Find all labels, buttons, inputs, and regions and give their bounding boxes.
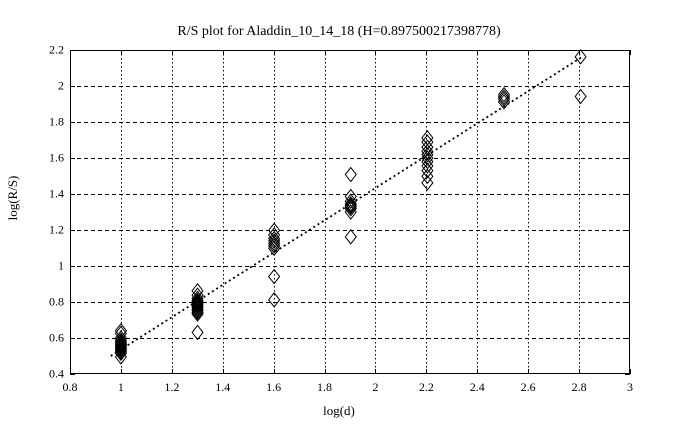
x-tick-label: 1.2	[164, 380, 180, 394]
y-tick-label: 1.2	[49, 222, 64, 237]
y-tick-label: 1	[58, 258, 64, 273]
y-tick-label: 0.4	[49, 366, 64, 381]
x-tick-label: 0.8	[62, 380, 78, 394]
x-tick-label: 1	[117, 380, 124, 394]
y-tick-label: 1.4	[49, 186, 64, 201]
y-tick-label: 0.8	[49, 294, 64, 309]
y-tick-label: 1.6	[49, 150, 64, 165]
y-tick-label: 2.2	[49, 42, 64, 57]
y-tick-label: 1.8	[49, 114, 64, 129]
y-axis-label: log(R/S)	[5, 175, 20, 221]
x-tick-label: 1.4	[215, 380, 231, 394]
x-tick-label: 2.6	[520, 380, 536, 394]
x-tick-label: 1.6	[266, 380, 282, 394]
x-tick-label: 1.8	[317, 380, 333, 394]
x-tick-label: 3	[627, 380, 633, 394]
plot-area	[70, 50, 630, 374]
x-axis-label: log(d)	[323, 403, 355, 418]
y-tick-label: 2	[58, 78, 64, 93]
x-tick-label: 2	[372, 380, 379, 394]
x-tick-label: 2.2	[418, 380, 434, 394]
x-tick-label: 2.8	[571, 380, 587, 394]
chart-title: R/S plot for Aladdin_10_14_18 (H=0.89750…	[177, 24, 501, 39]
x-tick-label: 2.4	[469, 380, 485, 394]
y-tick-label: 0.6	[49, 330, 64, 345]
